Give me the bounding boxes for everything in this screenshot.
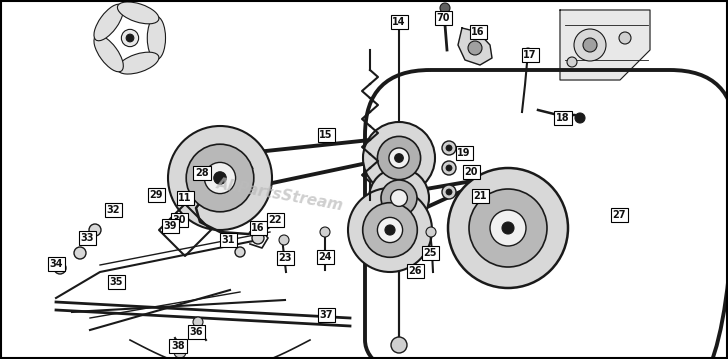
Text: 31: 31 (221, 235, 234, 245)
Circle shape (469, 189, 547, 267)
Circle shape (575, 113, 585, 123)
Circle shape (442, 161, 456, 175)
Text: 16: 16 (251, 223, 265, 233)
Circle shape (567, 57, 577, 67)
Text: 23: 23 (278, 253, 292, 263)
Text: 26: 26 (408, 266, 422, 276)
Circle shape (490, 210, 526, 246)
Text: 32: 32 (106, 205, 119, 215)
Circle shape (348, 188, 432, 272)
Text: 27: 27 (612, 210, 626, 220)
Circle shape (369, 168, 429, 228)
Circle shape (235, 247, 245, 257)
Ellipse shape (94, 4, 123, 41)
Circle shape (574, 29, 606, 61)
Ellipse shape (117, 52, 159, 74)
Text: 36: 36 (189, 327, 203, 337)
Text: 28: 28 (195, 168, 209, 178)
Circle shape (391, 337, 407, 353)
Text: 25: 25 (423, 248, 437, 258)
Polygon shape (560, 10, 650, 80)
Text: 35: 35 (109, 277, 123, 287)
Circle shape (446, 165, 452, 171)
Circle shape (381, 180, 417, 216)
Ellipse shape (147, 17, 165, 60)
Circle shape (395, 154, 403, 162)
Text: 17: 17 (523, 50, 537, 60)
Text: 33: 33 (80, 233, 94, 243)
Circle shape (619, 32, 631, 44)
Circle shape (583, 38, 597, 52)
Circle shape (363, 203, 417, 257)
Text: 11: 11 (178, 193, 191, 203)
Text: 37: 37 (320, 310, 333, 320)
Circle shape (446, 145, 452, 151)
Circle shape (193, 317, 203, 327)
Circle shape (442, 185, 456, 199)
Circle shape (440, 3, 450, 13)
Circle shape (448, 168, 568, 288)
Ellipse shape (117, 2, 159, 24)
Circle shape (524, 48, 532, 56)
Circle shape (363, 122, 435, 194)
Circle shape (389, 148, 409, 168)
Circle shape (377, 218, 403, 243)
Text: 19: 19 (457, 148, 471, 158)
Text: AllPartsStream: AllPartsStream (215, 176, 344, 214)
Text: 16: 16 (471, 27, 485, 37)
Text: 39: 39 (163, 221, 177, 231)
Text: 29: 29 (149, 190, 163, 200)
Circle shape (442, 141, 456, 155)
Text: 70: 70 (436, 13, 450, 23)
Text: 18: 18 (556, 113, 570, 123)
Ellipse shape (94, 35, 123, 72)
Text: 24: 24 (318, 252, 332, 262)
Text: 15: 15 (320, 130, 333, 140)
Circle shape (446, 189, 452, 195)
Circle shape (107, 204, 119, 216)
Circle shape (252, 232, 264, 244)
Text: 14: 14 (392, 17, 405, 27)
Text: 22: 22 (268, 215, 282, 225)
Circle shape (186, 144, 254, 212)
Circle shape (468, 41, 482, 55)
Circle shape (205, 162, 236, 194)
Circle shape (279, 235, 289, 245)
Text: 20: 20 (464, 167, 478, 177)
Circle shape (122, 29, 138, 47)
Circle shape (502, 222, 514, 234)
Circle shape (174, 346, 186, 358)
Circle shape (168, 126, 272, 230)
Text: 30: 30 (173, 215, 186, 225)
Circle shape (89, 224, 101, 236)
Circle shape (74, 247, 86, 259)
Circle shape (377, 136, 421, 180)
Circle shape (214, 172, 226, 184)
Circle shape (385, 225, 395, 235)
Text: 38: 38 (171, 341, 185, 351)
Circle shape (426, 227, 436, 237)
Circle shape (126, 34, 134, 42)
Circle shape (54, 262, 66, 274)
Text: 21: 21 (473, 191, 487, 201)
Circle shape (391, 190, 408, 206)
Text: 34: 34 (50, 259, 63, 269)
Polygon shape (458, 28, 492, 65)
Circle shape (320, 227, 330, 237)
